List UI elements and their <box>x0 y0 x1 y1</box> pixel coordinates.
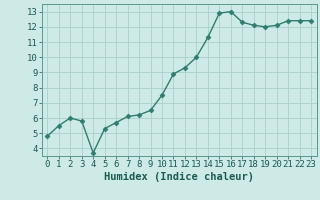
X-axis label: Humidex (Indice chaleur): Humidex (Indice chaleur) <box>104 172 254 182</box>
